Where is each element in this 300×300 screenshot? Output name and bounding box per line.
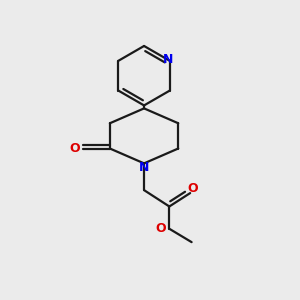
Text: O: O — [70, 142, 80, 155]
Text: O: O — [156, 222, 166, 235]
Text: O: O — [187, 182, 197, 194]
Text: N: N — [139, 161, 149, 174]
Text: N: N — [163, 53, 173, 66]
